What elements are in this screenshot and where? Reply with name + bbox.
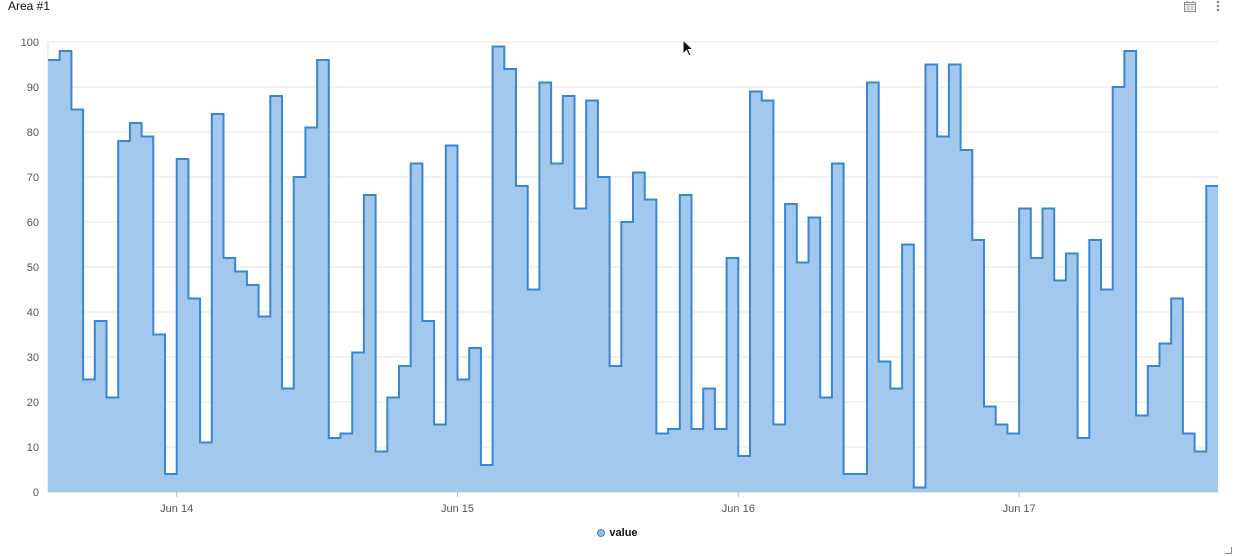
series-line: [48, 45, 1218, 489]
x-tick-label: Jun 17: [1003, 503, 1036, 515]
y-tick-label: 90: [27, 82, 39, 94]
more-vertical-icon[interactable]: [1211, 0, 1225, 12]
chart-legend: value: [0, 527, 1235, 540]
widget-title: Area #1: [8, 0, 51, 13]
y-tick-label: 70: [27, 172, 39, 184]
y-tick-label: 100: [21, 37, 39, 49]
y-tick-label: 10: [27, 442, 39, 454]
calendar-icon[interactable]: [1183, 0, 1197, 12]
y-tick-label: 0: [33, 487, 39, 499]
legend-item-value[interactable]: value: [597, 527, 638, 539]
y-tick-label: 30: [27, 352, 39, 364]
legend-marker: [597, 529, 606, 537]
y-tick-label: 20: [27, 397, 39, 409]
area-chart: 0 10 20 30 40 50 60 70 80 90 100 Jun 14 Jun 15 Jun 16…: [21, 37, 1218, 515]
mouse-cursor-icon: [682, 39, 694, 57]
legend-label: value: [609, 527, 638, 539]
y-tick-label: 80: [27, 127, 39, 139]
x-tick-label: Jun 14: [160, 503, 193, 515]
x-tick-label: Jun 15: [441, 503, 474, 515]
resize-handle[interactable]: [1225, 547, 1232, 554]
y-tick-label: 60: [27, 217, 39, 229]
widget-toolbar: [1183, 0, 1225, 12]
y-tick-label: 50: [27, 262, 39, 274]
y-tick-label: 40: [27, 307, 39, 319]
x-tick-label: Jun 16: [722, 503, 755, 515]
